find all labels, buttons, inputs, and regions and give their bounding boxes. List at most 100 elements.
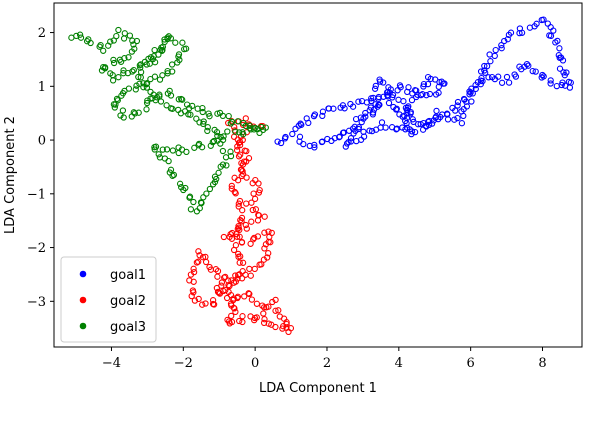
data-point (147, 75, 154, 83)
data-point (503, 73, 511, 81)
data-point (362, 113, 369, 120)
data-point (196, 252, 203, 259)
data-point (516, 29, 523, 37)
data-point (241, 147, 248, 154)
data-point (518, 29, 526, 36)
data-point (196, 119, 203, 126)
data-point (247, 240, 254, 247)
data-point (253, 300, 261, 307)
x-tick-label: 8 (538, 356, 546, 371)
data-point (130, 66, 137, 74)
data-point (113, 95, 121, 103)
data-point (163, 146, 171, 153)
data-point (175, 149, 182, 157)
data-point (206, 113, 213, 120)
data-point (156, 76, 164, 83)
data-point (251, 316, 258, 324)
data-point (195, 295, 202, 303)
data-point (251, 265, 258, 273)
data-point (220, 233, 228, 241)
data-point (252, 176, 259, 184)
data-point (390, 103, 397, 111)
data-point (414, 91, 421, 98)
data-point (83, 38, 91, 45)
data-point (109, 77, 117, 84)
data-point (206, 263, 213, 271)
y-tick-label: −3 (27, 295, 46, 310)
data-point (222, 154, 230, 161)
data-point (255, 180, 262, 187)
data-point (246, 290, 253, 298)
legend: goal1 goal2 goal3 (60, 256, 157, 343)
data-point (227, 148, 234, 155)
data-point (187, 271, 195, 278)
data-point (256, 261, 263, 268)
series-goal3 (68, 26, 269, 215)
data-point (156, 154, 164, 161)
data-point (225, 318, 233, 325)
data-point (191, 297, 199, 304)
data-point (232, 128, 239, 135)
data-point (289, 130, 296, 138)
data-point (405, 103, 412, 110)
data-point (190, 278, 197, 285)
data-point (352, 115, 360, 123)
data-point (254, 233, 262, 240)
data-point (420, 80, 428, 88)
data-point (236, 259, 243, 266)
data-point (247, 313, 254, 320)
data-point (224, 128, 231, 135)
data-point (306, 142, 313, 150)
data-point (233, 147, 241, 154)
data-point (384, 92, 391, 99)
data-point (120, 67, 127, 74)
data-point (238, 238, 246, 246)
data-point (161, 155, 169, 162)
data-point (232, 278, 239, 285)
data-point (242, 115, 249, 122)
data-point (247, 126, 254, 133)
data-point (235, 222, 242, 230)
data-point (261, 316, 268, 323)
data-point (243, 225, 250, 232)
y-tick-label: 0 (38, 134, 46, 149)
data-point (100, 47, 107, 54)
y-tick-label: −2 (27, 241, 46, 256)
x-tick-label: 2 (323, 356, 331, 371)
data-point (262, 124, 269, 131)
data-point (247, 272, 254, 279)
data-point (404, 124, 411, 131)
data-point (200, 194, 207, 201)
data-point (296, 133, 304, 140)
data-point (143, 99, 151, 107)
data-point (119, 90, 127, 97)
data-point (241, 293, 248, 300)
data-point (200, 118, 207, 125)
data-point (491, 52, 498, 60)
data-point (424, 73, 432, 81)
data-point (559, 79, 566, 86)
data-point (353, 137, 360, 145)
data-point (454, 102, 461, 109)
data-point (236, 129, 243, 136)
data-point (486, 51, 493, 58)
data-point (393, 105, 400, 112)
data-point (498, 45, 505, 52)
data-point (193, 259, 201, 266)
data-point (547, 32, 555, 40)
data-point (358, 118, 365, 126)
y-axis-label: LDA Component 2 (3, 116, 18, 234)
data-point (236, 271, 243, 278)
data-point (200, 120, 207, 128)
data-point (355, 124, 363, 131)
data-point (285, 328, 292, 336)
data-point (248, 218, 255, 225)
data-point (232, 242, 240, 249)
data-point (190, 265, 197, 272)
data-point (239, 161, 247, 168)
data-point (389, 94, 396, 101)
data-point (193, 208, 201, 215)
data-point (478, 74, 485, 82)
data-point (466, 91, 473, 98)
